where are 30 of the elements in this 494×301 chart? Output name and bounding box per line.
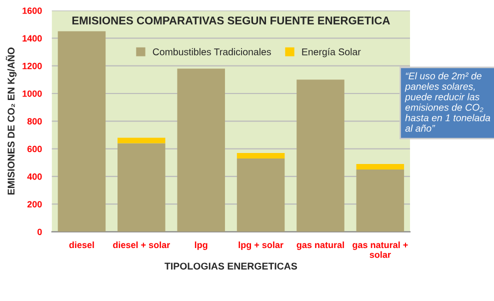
y-tick-label: 1200: [22, 62, 42, 70]
x-tick-label: diesel: [69, 241, 94, 248]
y-tick-label: 1000: [22, 90, 42, 97]
bar: [236, 158, 285, 232]
legend-label: Energía Solar: [302, 48, 361, 58]
y-tick-label: 600: [27, 146, 42, 152]
x-tick-label: lpg + solar: [238, 241, 284, 250]
x-tick-label: gas natural: [296, 241, 344, 250]
bar: [118, 138, 166, 144]
bar: [296, 80, 344, 232]
y-tick-label: 800: [27, 118, 42, 125]
x-axis-title: TIPOLOGIAS ENERGETICAS: [164, 262, 298, 270]
bar: [118, 143, 166, 232]
bar: [58, 31, 106, 232]
bar: [236, 152, 285, 158]
x-tick-label: diesel + solar: [113, 241, 170, 248]
y-tick-label: 1400: [22, 35, 42, 42]
bar: [356, 164, 404, 170]
chart-title: EMISIONES COMPARATIVAS SEGUN FUENTE ENERGETICA: [72, 16, 390, 24]
legend-label: Combustibles Tradicionales: [152, 48, 271, 56]
y-axis-title: EMISIONES DE CO₂ EN Kg/AÑO: [6, 48, 17, 195]
y-tick-label: 400: [27, 173, 42, 180]
y-tick-label: 0: [37, 228, 42, 236]
y-tick-label: 200: [27, 201, 42, 208]
y-tick-label: 1600: [22, 8, 42, 14]
x-tick-label: gas natural + solar: [352, 241, 408, 258]
bar: [177, 68, 225, 232]
annotation: “El uso de 2m² de paneles solares, puede reducir las emisiones de CO₂ hasta en 1 tonelada al año”: [404, 72, 490, 132]
bar: [356, 170, 404, 232]
x-tick-label: lpg: [194, 241, 208, 250]
